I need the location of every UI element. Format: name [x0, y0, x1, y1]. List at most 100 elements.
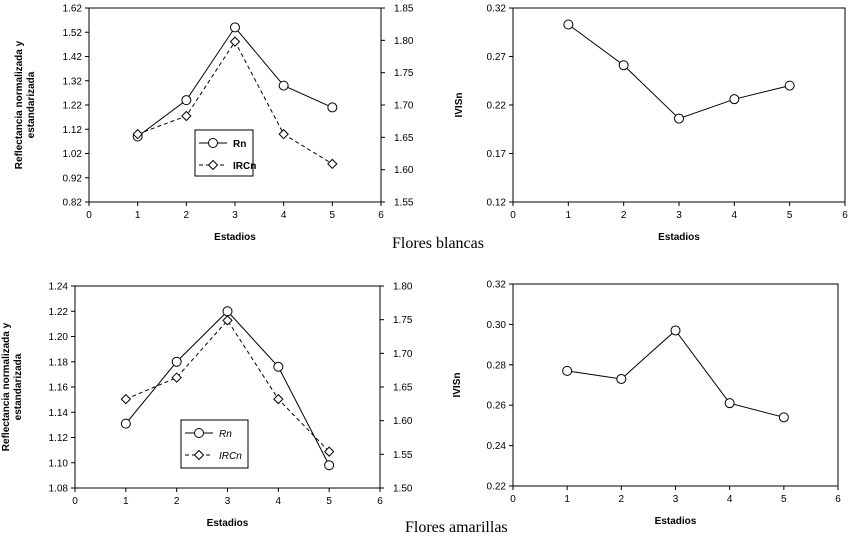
legend-box: [180, 419, 249, 469]
x-tick-label: 2: [174, 496, 180, 507]
x-tick-label: 0: [86, 210, 92, 221]
y-tick-label: 1.32: [63, 76, 83, 87]
y-axis-label-line2: estandarizada: [13, 353, 24, 420]
x-tick-label: 1: [564, 494, 570, 505]
x-tick-label: 3: [232, 210, 238, 221]
y-tick-label: 1.10: [49, 458, 69, 469]
data-point-rn: [120, 418, 131, 429]
data-point-ircn: [132, 128, 143, 140]
y-tick-label: 1.02: [63, 149, 83, 160]
y-tick-label: 1.12: [63, 125, 83, 136]
legend-label-rn: Rn: [219, 429, 232, 440]
y2-tick-label: 1.85: [394, 4, 414, 15]
data-point-ivisn: [670, 325, 681, 336]
x-tick-label: 5: [781, 494, 787, 505]
x-tick-label: 4: [281, 210, 287, 221]
y-tick-label: 1.22: [49, 307, 69, 318]
y-tick-label: 0.27: [487, 52, 507, 63]
x-tick-label: 1: [566, 210, 572, 221]
x-tick-label: 6: [835, 494, 841, 505]
y-tick-label: 1.20: [49, 332, 69, 343]
y2-tick-label: 1.75: [393, 315, 413, 326]
legend-box: [194, 129, 254, 177]
chart-yellow-ivisn: 0 1 2 3 4 5 6 0.22 0.24 0.26 0.28 0.30 0.32 Estadios I…: [452, 280, 841, 528]
x-tick-label: 2: [619, 494, 625, 505]
y-tick-label: 0.28: [487, 360, 507, 371]
data-point-ivisn: [563, 19, 574, 30]
y-axis-label: IVISn: [452, 372, 463, 397]
y2-tick-label: 1.55: [394, 198, 414, 209]
x-tick-label: 5: [330, 210, 336, 221]
y-tick-label: 0.26: [487, 401, 507, 412]
legend: Rn IRCn: [194, 129, 256, 177]
y2-tick-label: 1.70: [394, 101, 414, 112]
data-point-ircn: [229, 36, 241, 47]
y-tick-label: 0.24: [487, 441, 507, 452]
y2-tick-label: 1.70: [393, 349, 413, 360]
data-point-ircn: [171, 372, 182, 383]
y-tick-label: 0.22: [487, 482, 507, 493]
x-tick-label: 0: [72, 496, 78, 507]
y-axis-label: IVISn: [454, 92, 465, 117]
x-tick-label: 4: [276, 496, 282, 507]
y-tick-label: 1.14: [49, 408, 69, 419]
data-point-rn: [324, 460, 335, 471]
x-tick-label: 6: [842, 210, 848, 221]
data-point-ircn: [323, 446, 335, 457]
x-axis-label: Estadios: [207, 518, 249, 529]
y-tick-label: 1.16: [49, 383, 69, 394]
y-tick-label: 0.32: [487, 4, 507, 15]
x-tick-label: 3: [673, 494, 679, 505]
series-line-ivisn: [567, 329, 784, 418]
y-tick-label: 0.22: [487, 101, 507, 112]
data-point-ivisn: [674, 113, 684, 124]
data-point-ircn: [222, 315, 233, 326]
chart-white-reflectance: 0 1 2 3 4 5 6 0.82 0.92 1.02 1.12 1.22 1.32 1.42 1.52 1…: [14, 4, 414, 244]
data-point-rn: [273, 361, 284, 372]
y-axis-label-line1: Reflectancia normalizada y: [14, 40, 25, 169]
caption-white-flowers: Flores blancas: [392, 235, 484, 252]
y-axis-label-line1: Reflectancia normalizada y: [1, 322, 12, 451]
y-tick-label: 1.52: [63, 28, 83, 39]
data-point-rn: [222, 306, 233, 317]
data-point-rn: [171, 356, 182, 367]
x-tick-label: 0: [510, 210, 516, 221]
x-tick-label: 6: [378, 210, 384, 221]
chart-yellow-reflectance: 0 1 2 3 4 5 6 1.08 1.10 1.12 1.14 1.16 1.18 1.20 1.22 1…: [1, 282, 413, 530]
legend: Rn IRCn: [180, 419, 249, 469]
data-point-ivisn: [616, 373, 627, 384]
y2-tick-label: 1.80: [393, 282, 413, 293]
plot-frame: [512, 7, 846, 203]
data-point-rn: [230, 22, 240, 33]
x-tick-label: 0: [510, 494, 516, 505]
chart-white-ivisn: 0 1 2 3 4 5 6 0.12 0.17 0.22 0.27 0.32 Estadios IVISn: [454, 4, 848, 244]
x-tick-label: 1: [135, 210, 141, 221]
data-point-ircn: [273, 393, 284, 405]
x-axis-label: Estadios: [214, 232, 256, 243]
y2-tick-label: 1.75: [394, 68, 414, 79]
legend-label-ircn: IRCn: [219, 451, 242, 462]
y-tick-label: 1.62: [63, 4, 83, 15]
caption-yellow-flowers: Flores amarillas: [405, 519, 508, 536]
legend-label-rn: Rn: [233, 139, 246, 150]
data-point-rn: [327, 102, 338, 113]
data-point-rn: [181, 95, 192, 106]
legend-marker-rn: [194, 428, 204, 438]
x-axis-label: Estadios: [658, 232, 700, 243]
x-tick-label: 5: [326, 496, 332, 507]
data-point-rn: [278, 80, 289, 91]
y2-tick-label: 1.50: [393, 484, 413, 495]
x-tick-label: 1: [123, 496, 129, 507]
data-point-ircn: [120, 393, 132, 405]
data-point-ivisn: [784, 80, 795, 91]
legend-marker-ircn: [207, 159, 219, 171]
y-tick-label: 0.32: [487, 280, 507, 291]
y-tick-label: 0.12: [487, 198, 507, 209]
data-point-ircn: [181, 110, 192, 122]
data-point-ivisn: [778, 412, 789, 423]
y-tick-label: 1.24: [49, 282, 69, 293]
data-point-ivisn: [562, 365, 573, 376]
legend-label-ircn: IRCn: [233, 161, 256, 172]
y-tick-label: 1.42: [63, 52, 83, 63]
